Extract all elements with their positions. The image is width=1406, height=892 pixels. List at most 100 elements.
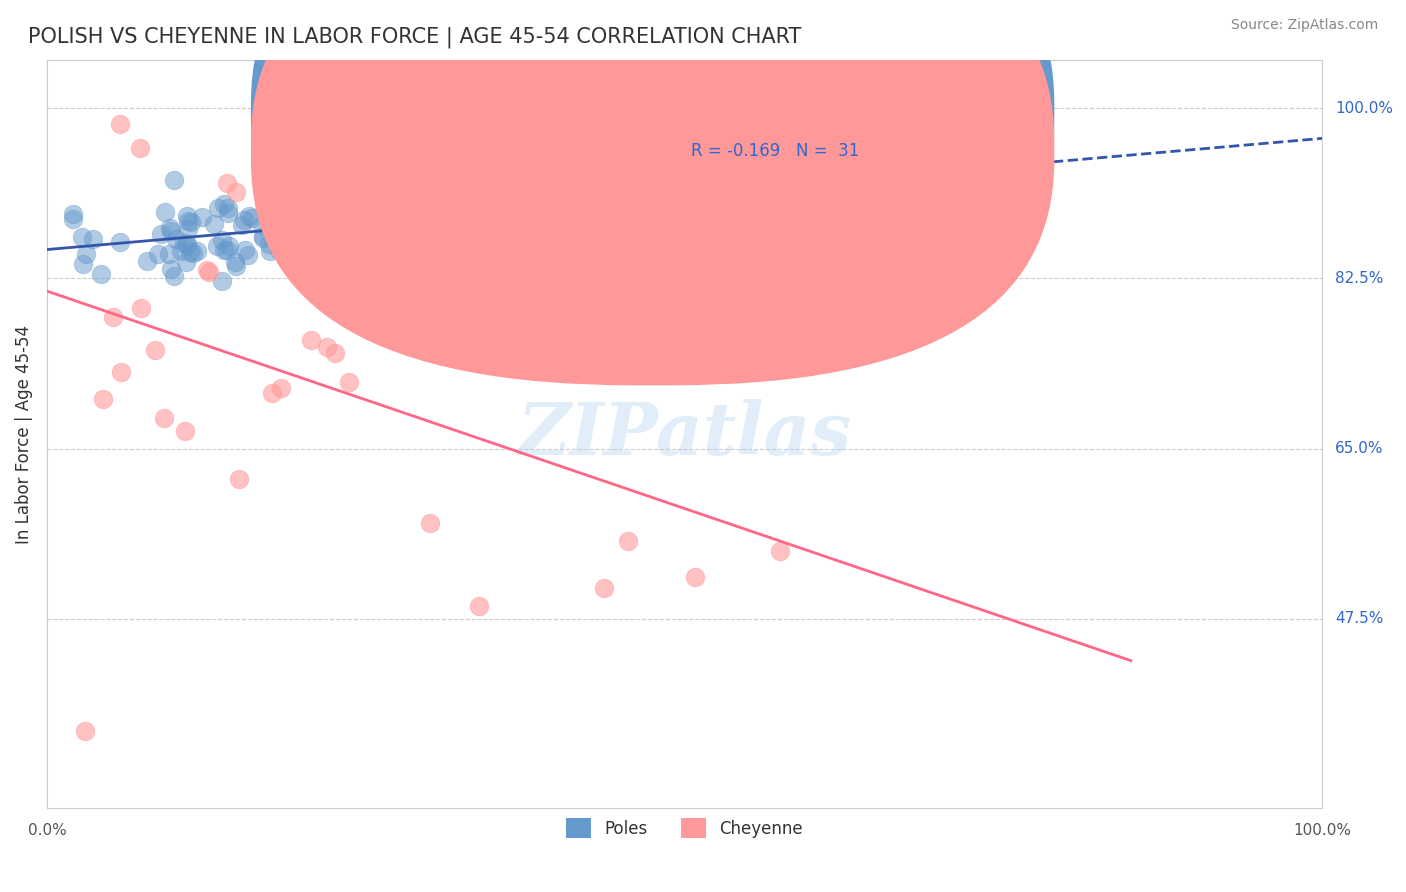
Cheyenne bbox=[617, 534, 640, 549]
Text: 100.0%: 100.0% bbox=[1294, 823, 1351, 838]
Poles bbox=[340, 182, 363, 196]
Poles bbox=[299, 240, 322, 254]
Cheyenne bbox=[323, 345, 346, 359]
Poles bbox=[325, 203, 347, 218]
Poles bbox=[174, 255, 197, 269]
Poles bbox=[218, 239, 240, 253]
Poles bbox=[352, 190, 374, 204]
Poles bbox=[176, 209, 198, 223]
Poles bbox=[177, 213, 200, 227]
Poles bbox=[501, 210, 523, 224]
Poles bbox=[205, 238, 228, 252]
Poles bbox=[180, 215, 202, 229]
Poles bbox=[600, 235, 623, 249]
Poles bbox=[432, 232, 454, 246]
Poles bbox=[202, 217, 225, 231]
Cheyenne bbox=[395, 325, 418, 339]
Poles bbox=[271, 219, 294, 233]
Text: R =  0.119   N = 107: R = 0.119 N = 107 bbox=[690, 104, 863, 122]
Poles bbox=[257, 237, 280, 252]
Cheyenne bbox=[195, 262, 218, 277]
Poles bbox=[212, 243, 235, 257]
Cheyenne bbox=[769, 544, 792, 558]
Poles bbox=[233, 212, 256, 227]
Poles bbox=[75, 247, 97, 261]
Poles bbox=[301, 211, 323, 225]
Cheyenne bbox=[91, 392, 114, 406]
Poles bbox=[157, 247, 180, 261]
Poles bbox=[176, 238, 198, 252]
Cheyenne bbox=[262, 386, 284, 401]
Poles bbox=[108, 235, 131, 249]
Poles bbox=[311, 182, 333, 196]
Poles bbox=[176, 236, 198, 251]
Cheyenne bbox=[129, 301, 152, 316]
Poles bbox=[325, 186, 347, 201]
Text: POLISH VS CHEYENNE IN LABOR FORCE | AGE 45-54 CORRELATION CHART: POLISH VS CHEYENNE IN LABOR FORCE | AGE … bbox=[28, 27, 801, 48]
Poles bbox=[160, 224, 183, 238]
Poles bbox=[159, 221, 181, 235]
Poles bbox=[70, 230, 93, 244]
Poles bbox=[267, 214, 290, 228]
Text: 0.0%: 0.0% bbox=[28, 823, 66, 838]
Cheyenne bbox=[143, 343, 166, 357]
Poles bbox=[333, 220, 356, 235]
Poles bbox=[277, 221, 299, 235]
Y-axis label: In Labor Force | Age 45-54: In Labor Force | Age 45-54 bbox=[15, 325, 32, 543]
Poles bbox=[427, 197, 450, 211]
Text: R = -0.169   N =  31: R = -0.169 N = 31 bbox=[690, 142, 859, 160]
Poles bbox=[236, 248, 259, 262]
Poles bbox=[363, 203, 385, 218]
Poles bbox=[179, 245, 201, 260]
Poles bbox=[330, 245, 353, 260]
Poles bbox=[173, 236, 195, 251]
Poles bbox=[318, 223, 340, 237]
Poles bbox=[224, 255, 246, 269]
Poles bbox=[307, 205, 329, 219]
Text: Source: ZipAtlas.com: Source: ZipAtlas.com bbox=[1230, 18, 1378, 32]
Poles bbox=[315, 202, 337, 217]
Poles bbox=[155, 205, 177, 219]
Poles bbox=[276, 228, 298, 243]
Poles bbox=[307, 220, 329, 235]
Cheyenne bbox=[468, 599, 491, 614]
Poles bbox=[482, 187, 505, 202]
Poles bbox=[146, 246, 169, 260]
Poles bbox=[269, 243, 291, 257]
Cheyenne bbox=[198, 265, 221, 279]
Poles bbox=[316, 250, 339, 264]
Poles bbox=[409, 159, 432, 173]
Cheyenne bbox=[110, 365, 132, 379]
Poles bbox=[162, 268, 184, 283]
Text: 65.0%: 65.0% bbox=[1334, 442, 1384, 456]
Poles bbox=[530, 177, 553, 191]
Poles bbox=[177, 221, 200, 235]
Poles bbox=[231, 218, 253, 232]
Poles bbox=[211, 274, 233, 288]
Cheyenne bbox=[101, 310, 124, 324]
Poles bbox=[252, 228, 274, 243]
FancyBboxPatch shape bbox=[250, 0, 1054, 348]
Cheyenne bbox=[377, 284, 399, 298]
Poles bbox=[446, 207, 468, 221]
Poles bbox=[297, 259, 319, 273]
Cheyenne bbox=[108, 117, 131, 131]
Poles bbox=[160, 262, 183, 277]
Poles bbox=[214, 197, 236, 211]
Poles bbox=[217, 206, 239, 220]
Text: ZIPatlas: ZIPatlas bbox=[517, 399, 852, 469]
Poles bbox=[170, 244, 193, 258]
Poles bbox=[318, 185, 340, 199]
Cheyenne bbox=[75, 723, 97, 738]
Poles bbox=[475, 231, 498, 245]
Cheyenne bbox=[419, 516, 441, 530]
Poles bbox=[250, 219, 273, 233]
Cheyenne bbox=[683, 570, 706, 584]
Cheyenne bbox=[228, 472, 250, 486]
Poles bbox=[240, 211, 263, 226]
Poles bbox=[330, 231, 353, 245]
Poles bbox=[336, 174, 359, 188]
Poles bbox=[412, 208, 434, 222]
Poles bbox=[207, 201, 229, 215]
Poles bbox=[389, 209, 412, 223]
